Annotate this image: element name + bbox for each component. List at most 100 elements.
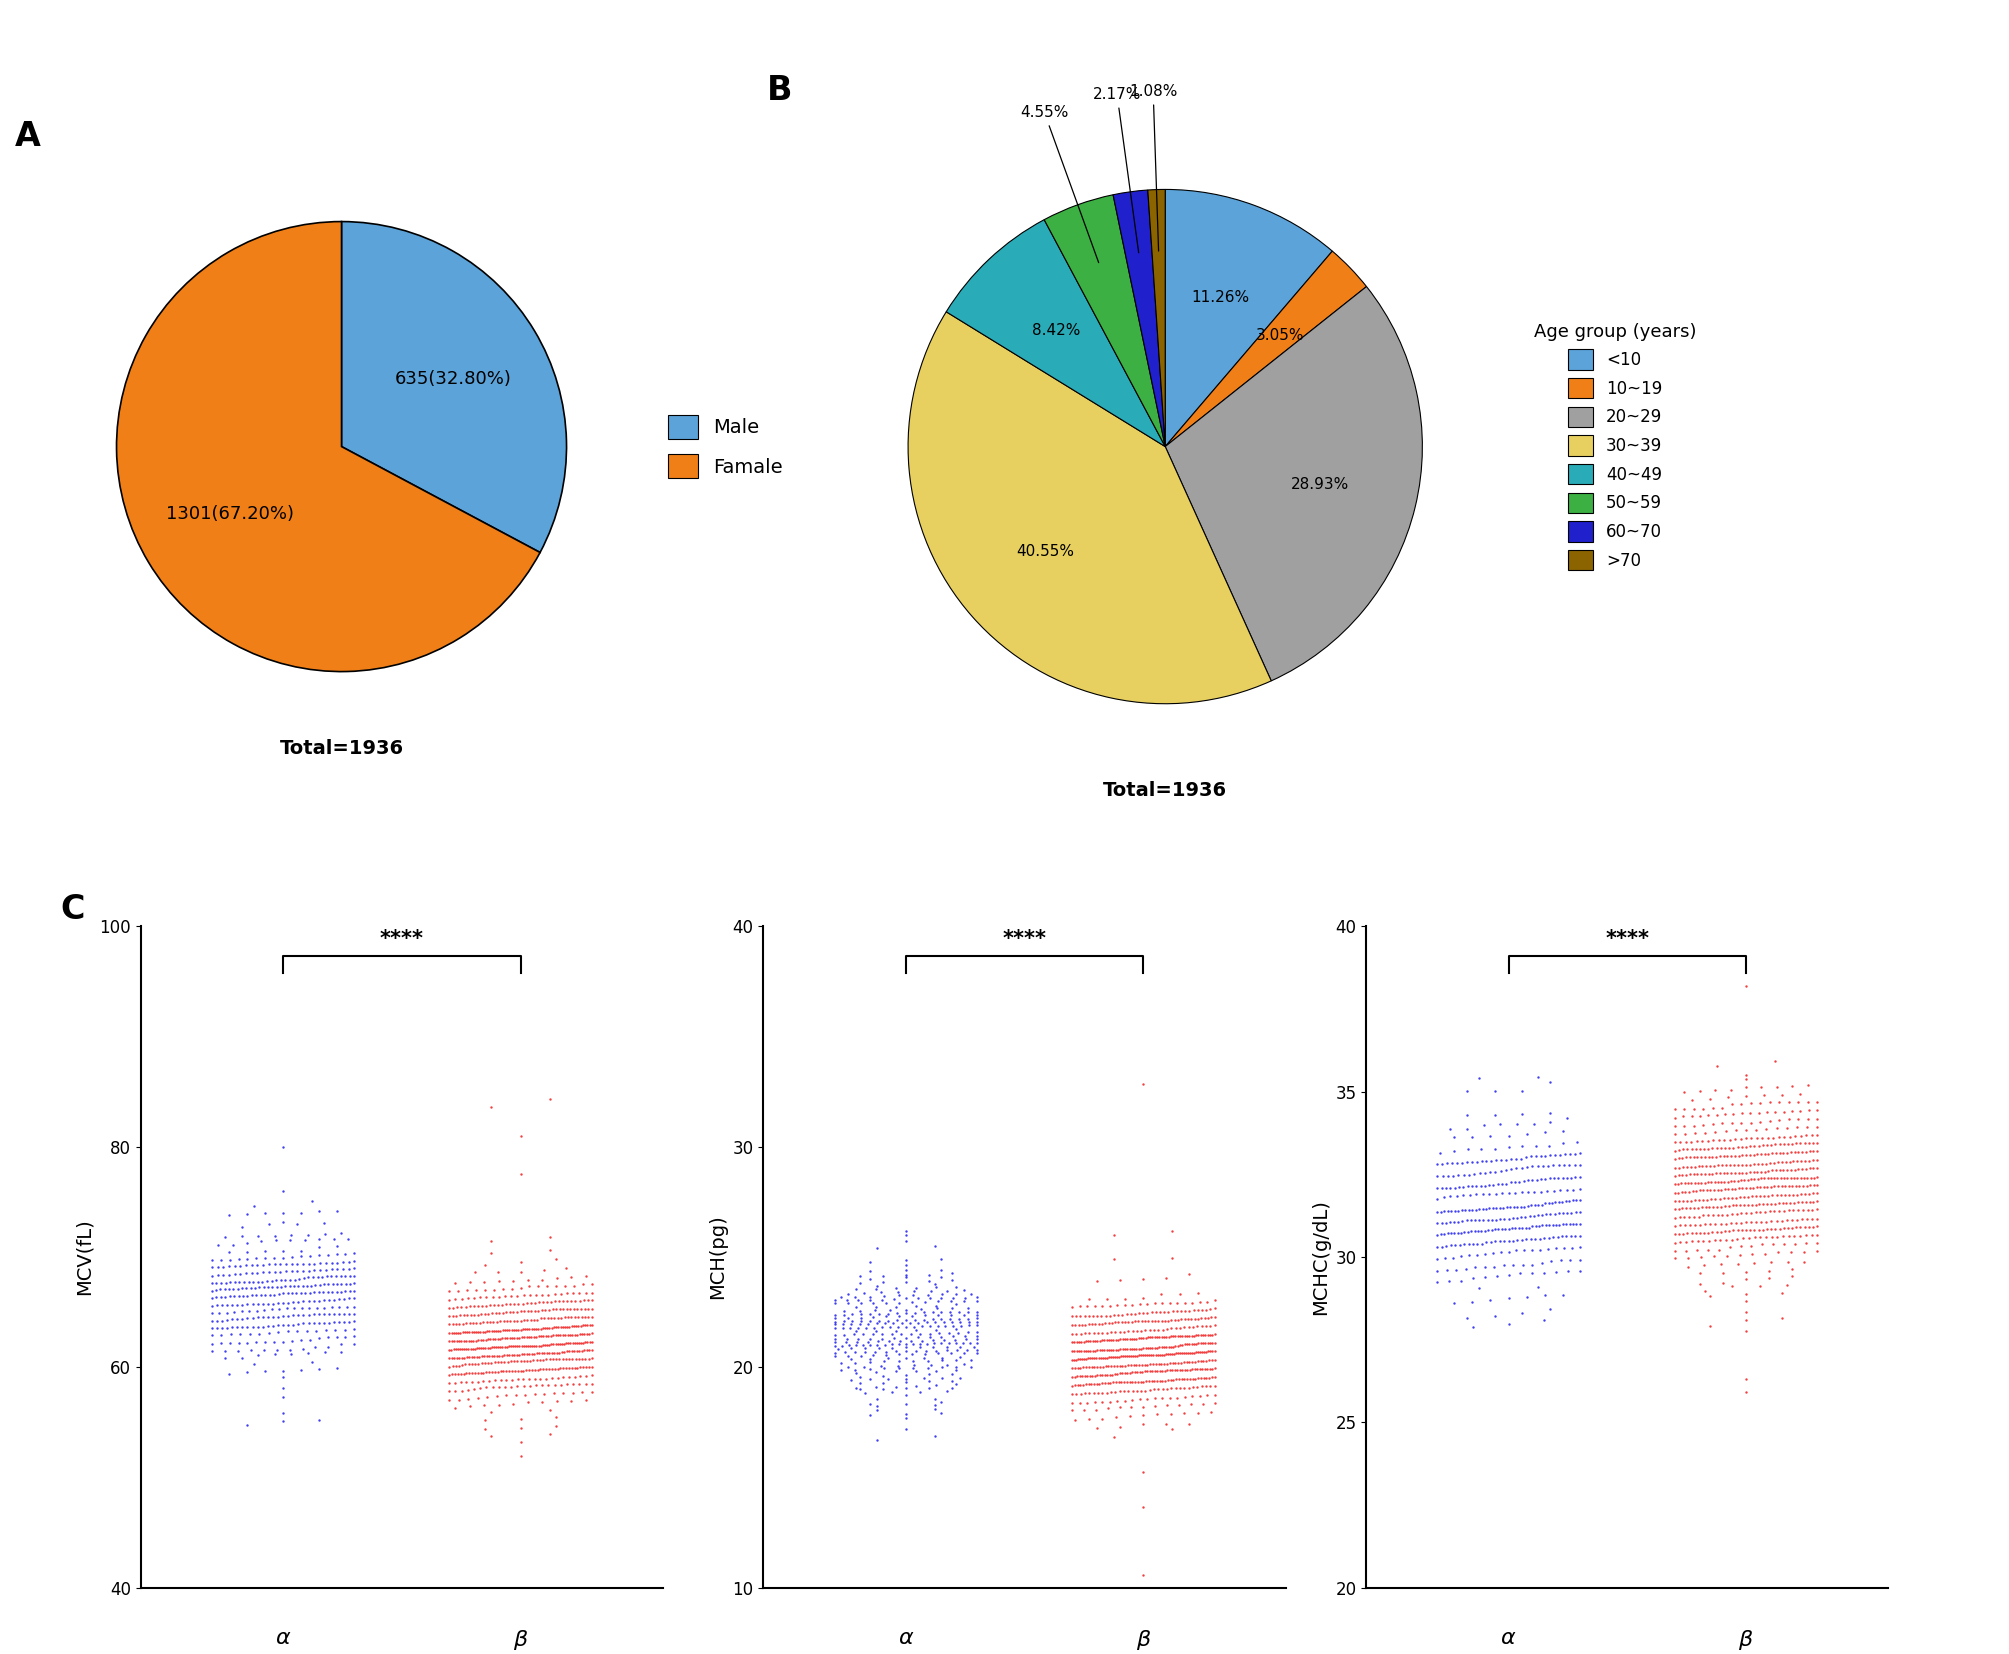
Point [565,1295,597,1322]
Point [854,1366,886,1393]
Point [241,1269,273,1295]
Point [1533,1211,1565,1237]
Point [522,1288,554,1315]
Point [1153,1350,1185,1376]
Point [1744,1174,1776,1201]
Point [842,1325,874,1351]
Point [1183,1383,1215,1409]
Point [1117,1343,1149,1370]
Point [1063,1293,1095,1320]
Point [1659,1130,1692,1156]
Point [281,1280,313,1307]
Point [1165,1340,1197,1366]
Point [275,1244,307,1270]
Point [1089,1327,1121,1353]
Point [285,1295,317,1322]
Point [550,1338,583,1365]
Point [1171,1331,1203,1358]
Point [571,1312,603,1338]
Point [504,1317,536,1343]
Point [1722,1217,1754,1244]
Point [454,1293,486,1320]
Point [476,1093,508,1120]
Point [1059,1355,1091,1381]
Point [436,1312,468,1338]
Point [940,1292,972,1318]
Point [960,1327,992,1353]
Point [301,1295,333,1322]
Point [1497,1214,1529,1240]
Point [217,1275,249,1302]
Point [1485,1239,1517,1265]
Point [1511,1193,1543,1219]
Point [936,1267,968,1293]
Point [1696,1219,1728,1245]
Text: 11.26%: 11.26% [1191,289,1250,304]
Point [1728,1166,1760,1193]
Point [1780,1173,1812,1199]
Point [1457,1196,1489,1222]
Point [261,1290,293,1317]
Point [1127,1459,1159,1485]
Point [1555,1234,1587,1260]
Point [446,1378,478,1404]
Point [936,1374,968,1401]
Point [1459,1254,1491,1280]
Point [1069,1338,1101,1365]
Point [1716,1274,1748,1300]
Point [1497,1227,1529,1254]
Point [460,1328,492,1355]
Point [211,1292,243,1318]
Point [460,1318,492,1345]
Point [528,1315,561,1341]
Point [1543,1211,1575,1237]
Point [1519,1143,1551,1169]
Point [854,1249,886,1275]
Point [528,1381,561,1408]
Point [1708,1259,1740,1285]
Point [1688,1252,1720,1279]
Point [1696,1143,1728,1169]
Point [528,1331,561,1358]
Point [544,1282,577,1308]
Point [1095,1370,1127,1396]
Point [1752,1174,1784,1201]
Point [1063,1389,1095,1416]
Point [444,1361,476,1388]
Point [960,1336,992,1363]
Point [1792,1196,1824,1222]
Point [452,1378,484,1404]
Point [1467,1231,1499,1257]
Point [880,1338,912,1365]
Point [329,1262,362,1288]
Point [265,1274,297,1300]
Point [1087,1406,1119,1432]
Point [1099,1308,1131,1335]
Point [494,1333,526,1360]
Point [1424,1140,1457,1166]
Point [287,1265,319,1292]
Point [454,1310,486,1336]
Point [1137,1341,1169,1368]
Point [1428,1184,1461,1211]
Point [1149,1298,1181,1325]
Point [1191,1305,1223,1331]
Point [1430,1150,1463,1176]
Point [1085,1310,1117,1336]
Point [1457,1231,1489,1257]
Point [325,1270,358,1297]
Point [450,1293,482,1320]
Point [1686,1143,1718,1169]
Point [462,1293,494,1320]
Point [559,1330,591,1356]
Point [1189,1365,1221,1391]
Point [1159,1366,1191,1393]
Point [1533,1164,1565,1191]
Point [1097,1302,1129,1328]
Point [1671,1221,1704,1247]
Point [1063,1312,1095,1338]
Point [1147,1317,1179,1343]
Point [1529,1212,1561,1239]
Point [496,1391,528,1417]
Point [876,1335,908,1361]
